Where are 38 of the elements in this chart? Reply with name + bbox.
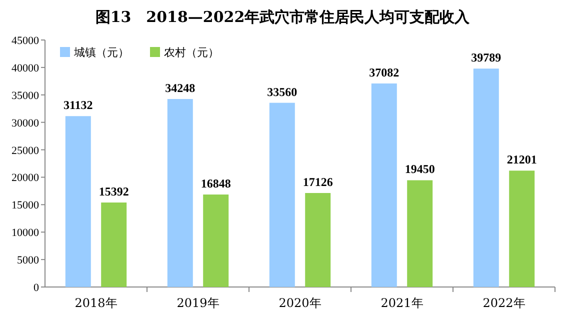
legend-label: 农村（元）	[164, 46, 219, 59]
y-tick-label: 25000	[12, 144, 40, 157]
bar	[305, 192, 331, 287]
data-label: 17126	[302, 174, 333, 189]
data-label: 33560	[267, 84, 298, 99]
bar	[509, 170, 535, 287]
x-tick-label: 2020年	[278, 296, 322, 310]
y-tick-label: 0	[34, 282, 40, 294]
y-tick-label: 40000	[12, 62, 40, 74]
y-tick-label: 30000	[12, 117, 40, 130]
y-tick-label: 35000	[12, 90, 40, 102]
data-label: 15392	[98, 184, 129, 199]
data-label: 31132	[63, 98, 93, 112]
data-label: 16848	[200, 176, 231, 191]
legend-label: 城镇（元）	[73, 46, 129, 59]
y-tick-label: 10000	[12, 227, 40, 240]
x-tick-label: 2019年	[176, 296, 220, 310]
bar	[407, 180, 433, 287]
x-tick-label: 2022年	[482, 296, 526, 310]
data-label: 34248	[165, 81, 196, 96]
data-label: 21201	[506, 152, 537, 167]
y-tick-label: 15000	[12, 200, 40, 212]
x-tick-label: 2018年	[74, 296, 118, 310]
bar	[101, 202, 127, 287]
bar	[473, 68, 499, 287]
bar	[371, 83, 397, 287]
data-label: 19450	[404, 162, 435, 176]
y-tick-label: 5000	[17, 254, 40, 267]
chart-title: 图13 2018—2022年武穴市常住居民人均可支配收入	[95, 8, 471, 26]
x-tick-label: 2021年	[380, 296, 424, 310]
y-tick-label: 20000	[12, 172, 40, 184]
bar	[203, 194, 229, 287]
data-label: 39789	[471, 50, 502, 65]
data-label: 37082	[369, 65, 400, 80]
bar	[269, 102, 295, 287]
y-tick-label: 45000	[12, 35, 40, 47]
bar	[167, 99, 193, 287]
bar	[65, 116, 91, 287]
